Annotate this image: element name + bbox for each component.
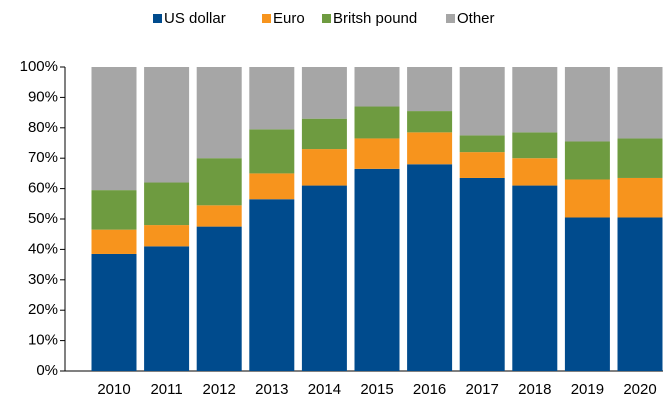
- bar-segment: [354, 67, 400, 107]
- legend-label: Euro: [273, 10, 305, 27]
- bar-segment: [91, 67, 137, 191]
- bar-segment: [459, 67, 505, 136]
- bar-segment: [512, 132, 558, 159]
- bar-segment: [407, 67, 453, 112]
- bar-segment: [407, 164, 453, 371]
- bar-segment: [512, 185, 558, 371]
- bar-segment: [91, 253, 137, 371]
- bar-segment: [564, 67, 610, 142]
- bar-segment: [564, 179, 610, 218]
- bar-segment: [301, 118, 347, 150]
- bar-segment: [512, 158, 558, 186]
- y-tick-label: 100%: [20, 58, 58, 75]
- bar-segment: [301, 67, 347, 119]
- bar-segment: [144, 225, 190, 247]
- bar-segment: [249, 199, 295, 371]
- x-tick-label: 2020: [623, 381, 656, 398]
- bar-segment: [617, 67, 663, 139]
- bar-segment: [249, 173, 295, 200]
- y-tick-label: 30%: [28, 271, 58, 288]
- x-tick-label: 2014: [308, 381, 341, 398]
- bar-segment: [301, 149, 347, 186]
- bar-segment: [617, 177, 663, 218]
- x-tick-label: 2012: [203, 381, 236, 398]
- x-tick-label: 2011: [150, 381, 182, 398]
- bar-segment: [564, 141, 610, 180]
- bar-segment: [196, 158, 242, 206]
- x-tick-label: 2019: [571, 381, 604, 398]
- legend-label: Britsh pound: [333, 10, 417, 27]
- y-tick-label: 70%: [28, 149, 58, 166]
- y-tick-label: 20%: [28, 301, 58, 318]
- bar-segment: [91, 229, 137, 254]
- bar-segment: [617, 217, 663, 371]
- legend-label: US dollar: [164, 10, 226, 27]
- bar-segment: [144, 246, 190, 371]
- bar-segment: [512, 67, 558, 133]
- bar-segment: [144, 67, 190, 183]
- bar-segment: [459, 152, 505, 178]
- bar-segment: [249, 129, 295, 174]
- bar-segment: [196, 226, 242, 371]
- y-tick-label: 80%: [28, 119, 58, 136]
- y-tick-label: 10%: [28, 332, 58, 349]
- x-tick-label: 2015: [360, 381, 393, 398]
- bar-segment: [459, 177, 505, 371]
- bar-segment: [91, 190, 137, 230]
- legend-swatch: [262, 14, 271, 23]
- bar-segment: [564, 217, 610, 371]
- bar-segment: [407, 111, 453, 133]
- y-tick-label: 0%: [36, 362, 58, 379]
- legend-label: Other: [457, 10, 495, 27]
- x-tick-label: 2013: [255, 381, 288, 398]
- bar-segment: [354, 138, 400, 169]
- bar-segment: [407, 132, 453, 165]
- legend-swatch: [153, 14, 162, 23]
- y-tick-label: 60%: [28, 180, 58, 197]
- y-tick-label: 90%: [28, 88, 58, 105]
- bar-segment: [301, 185, 347, 371]
- bar-segment: [249, 67, 295, 130]
- x-tick-label: 2018: [518, 381, 551, 398]
- y-tick-label: 50%: [28, 210, 58, 227]
- bar-segment: [459, 135, 505, 153]
- bar-segment: [354, 168, 400, 371]
- bar-segment: [617, 138, 663, 178]
- legend-swatch: [322, 14, 331, 23]
- bar-segment: [196, 67, 242, 159]
- y-tick-label: 40%: [28, 240, 58, 257]
- legend-swatch: [446, 14, 455, 23]
- x-tick-label: 2010: [97, 381, 130, 398]
- bar-segment: [354, 106, 400, 139]
- x-tick-label: 2016: [413, 381, 446, 398]
- x-tick-label: 2017: [466, 381, 499, 398]
- bar-segment: [144, 182, 190, 226]
- bar-segment: [196, 205, 242, 227]
